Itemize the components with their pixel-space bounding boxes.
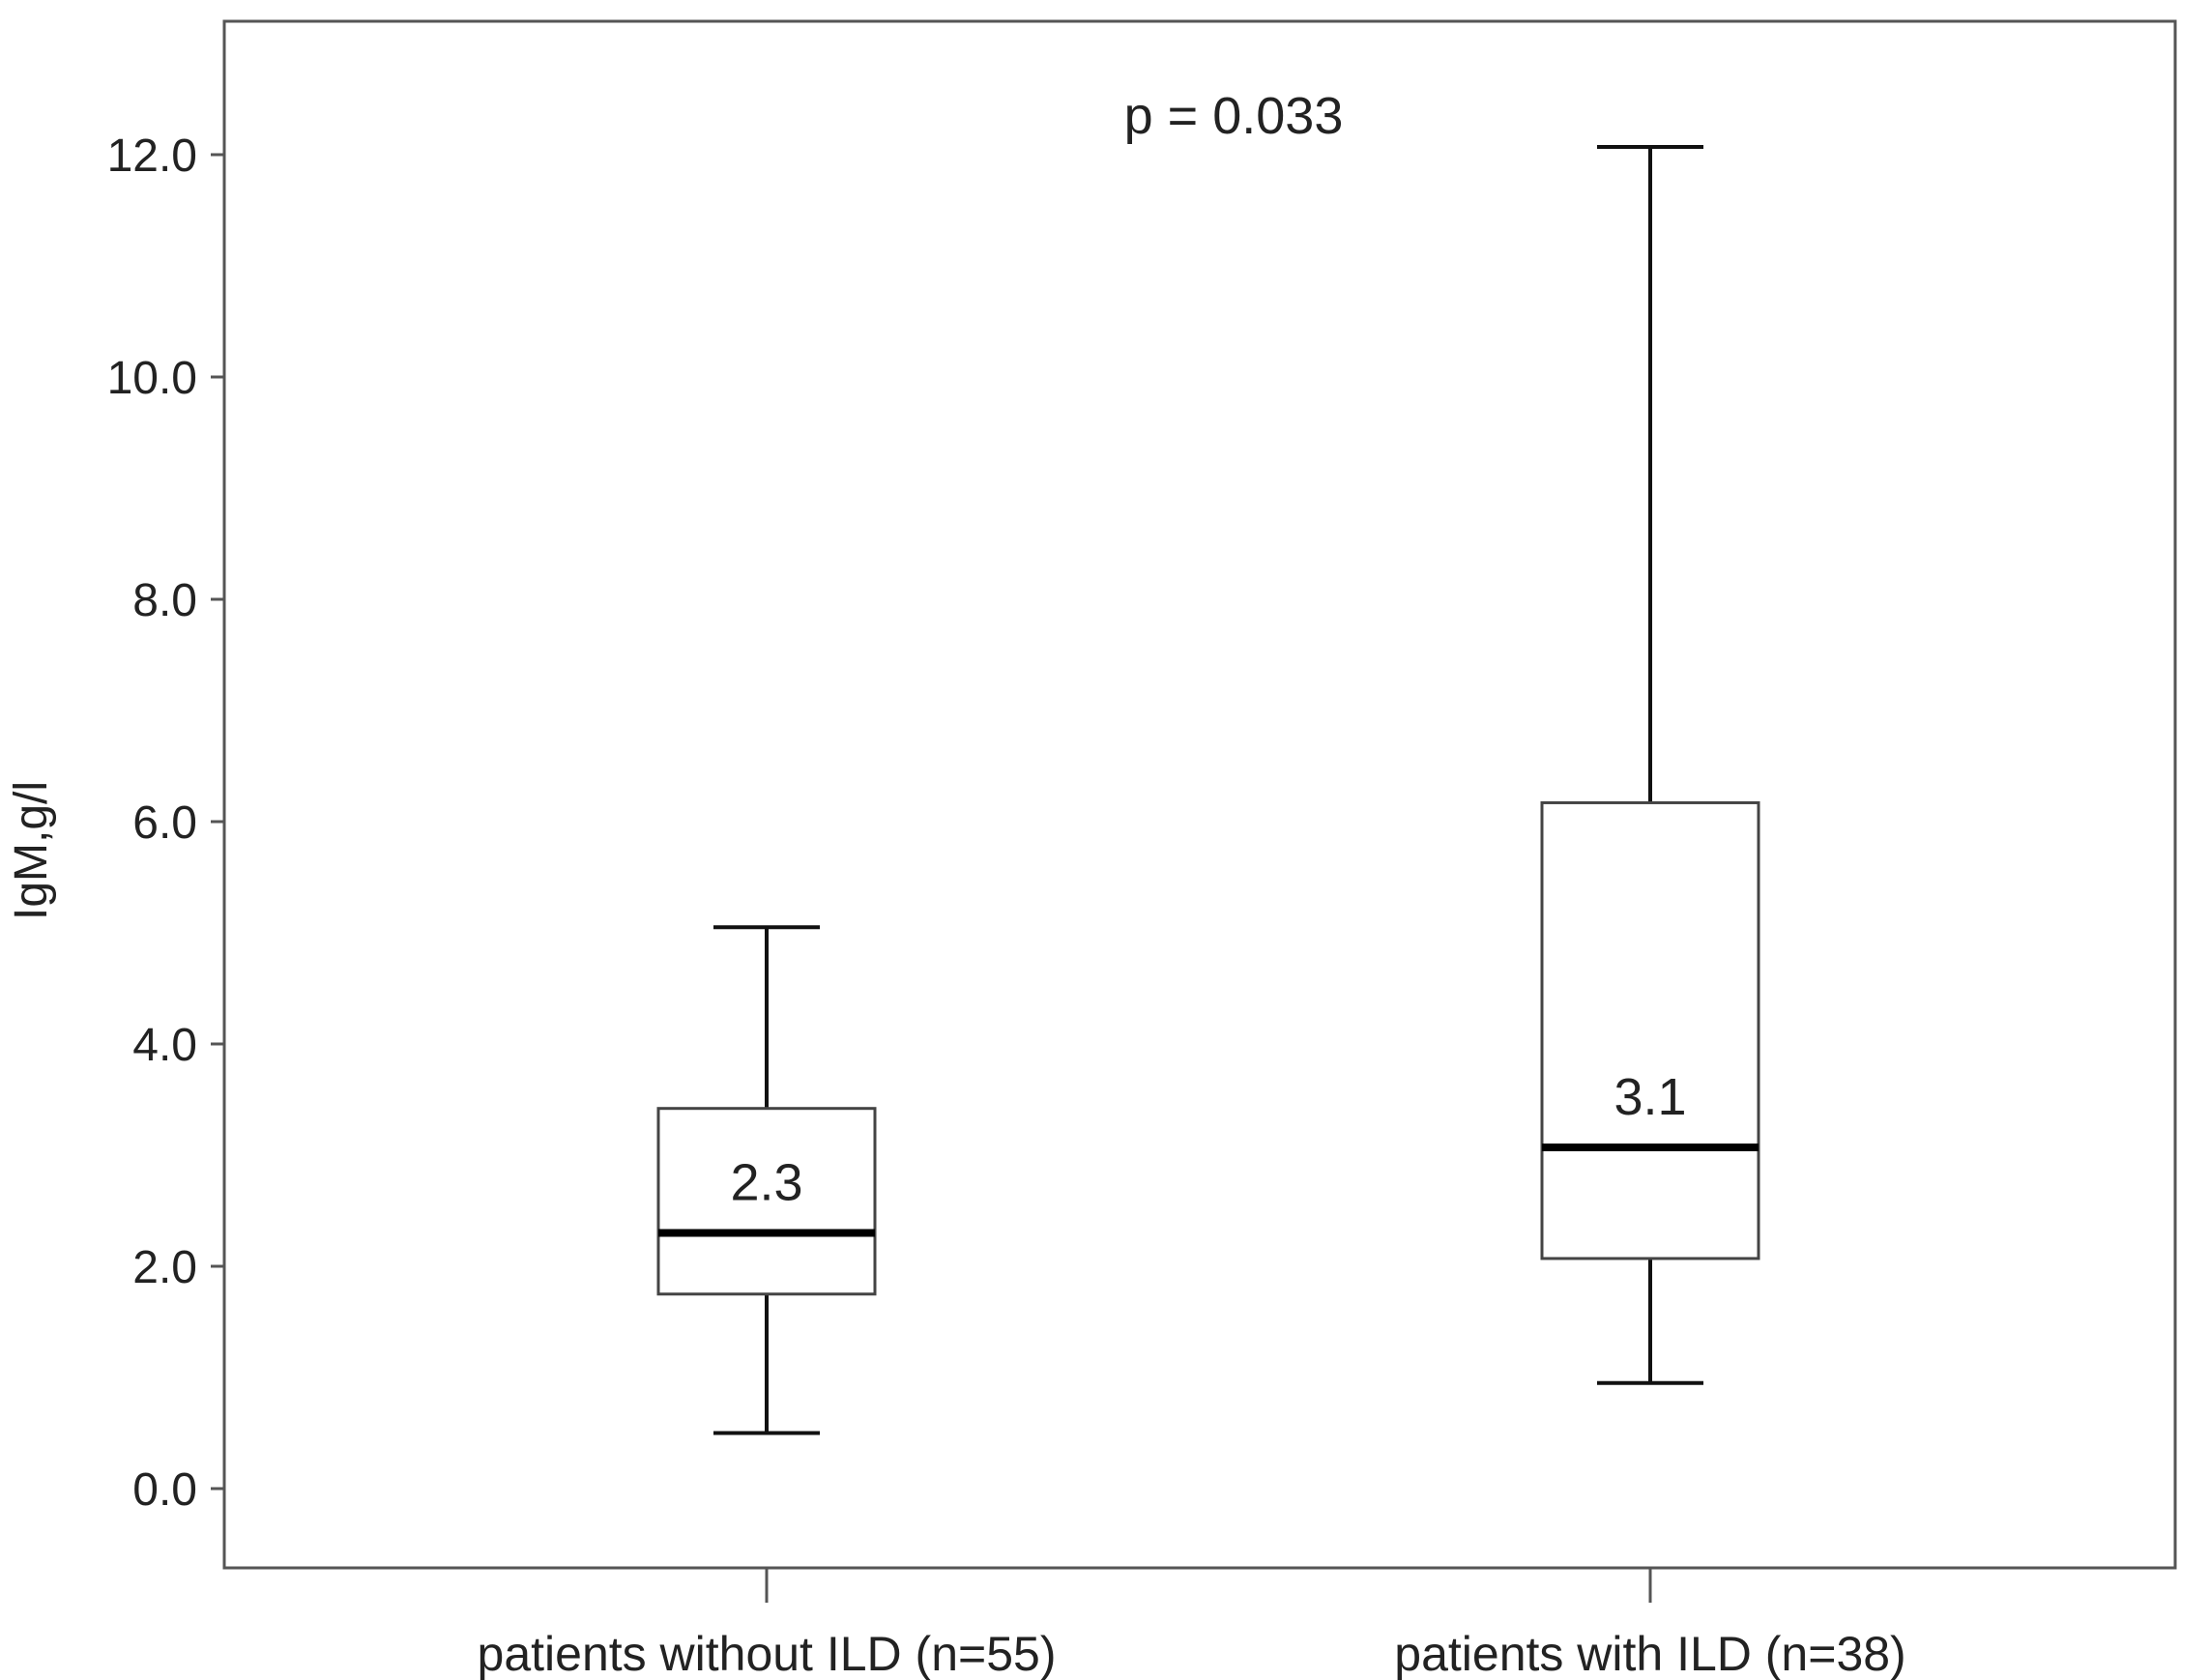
- box-group: 2.3: [656, 925, 877, 1435]
- x-axis: patients without ILD (n=55) patients with…: [478, 1568, 1906, 1680]
- y-tick-label: 12.0: [107, 130, 197, 182]
- y-tick-label: 4.0: [132, 1020, 197, 1071]
- median-label: 2.3: [730, 1154, 802, 1212]
- iqr-box: [656, 1107, 877, 1296]
- boxes: 2.3 3.1: [656, 144, 1760, 1435]
- median-label: 3.1: [1614, 1068, 1686, 1126]
- y-tick-label: 0.0: [132, 1464, 197, 1516]
- plot-frame: [222, 19, 2177, 1570]
- box-group: 3.1: [1540, 144, 1760, 1385]
- y-axis: 0.0 2.0 4.0 6.0 8.0 10.0 12.0: [107, 130, 224, 1516]
- y-axis-title: IgM,g/l: [6, 781, 57, 920]
- y-tick-label: 6.0: [132, 797, 197, 849]
- x-category-label: patients without ILD (n=55): [478, 1627, 1057, 1680]
- y-tick-label: 8.0: [132, 575, 197, 626]
- y-tick-label: 2.0: [132, 1242, 197, 1293]
- iqr-box: [1540, 800, 1760, 1260]
- p-value-annotation: p = 0.033: [1124, 87, 1344, 145]
- x-category-label: patients with ILD (n=38): [1394, 1627, 1905, 1680]
- y-tick-label: 10.0: [107, 353, 197, 404]
